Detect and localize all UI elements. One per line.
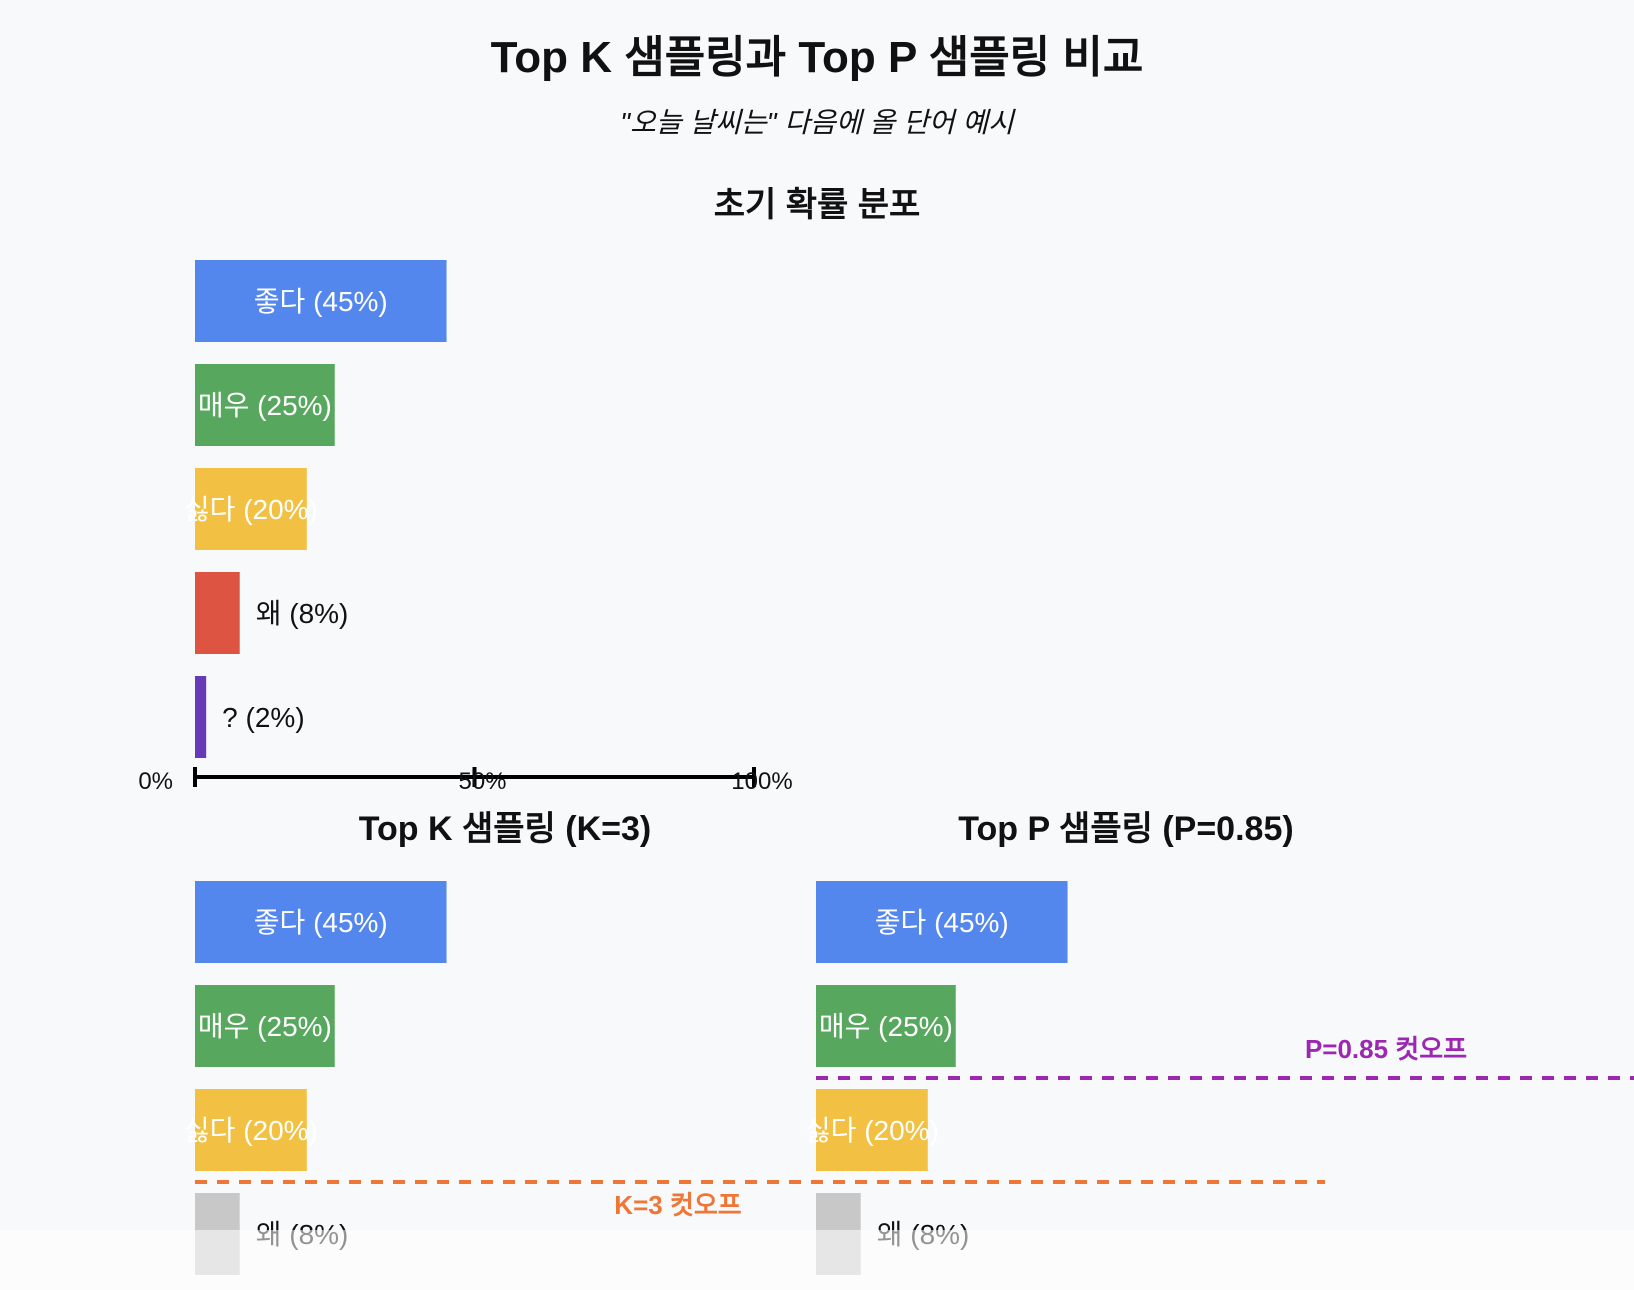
bar-매우 bbox=[195, 364, 335, 446]
p-cutoff-label: P=0.85 컷오프 bbox=[1305, 1034, 1467, 1064]
bar-매우 bbox=[816, 985, 956, 1067]
bar-좋다 bbox=[195, 260, 447, 342]
bar-왜 bbox=[195, 572, 240, 654]
bar-좋다 bbox=[816, 881, 1068, 963]
data-label: 왜 (8%) bbox=[256, 598, 349, 629]
x-tick-label: 50% bbox=[458, 768, 506, 795]
bar-? bbox=[195, 676, 207, 758]
data-label: 좋다 (45%) bbox=[875, 907, 1009, 938]
bar-싫다 bbox=[195, 468, 307, 550]
data-label: 매우 (25%) bbox=[819, 1011, 953, 1042]
chart-title: Top K 샘플링과 Top P 샘플링 비교 bbox=[491, 33, 1144, 82]
x-tick-label: 0% bbox=[138, 768, 173, 795]
data-label: 매우 (25%) bbox=[198, 1011, 332, 1042]
top-p-panel: Top P 샘플링 (P=0.85) 좋다 (45%) 매우 (25%) 싫다 (20… bbox=[805, 810, 1634, 1275]
chart-subtitle: "오늘 날씨는" 다음에 올 단어 예시 bbox=[620, 107, 1016, 138]
data-label: ? (2%) bbox=[222, 702, 304, 733]
data-label: 싫다 (20%) bbox=[184, 494, 318, 525]
x-tick-label: 100% bbox=[731, 768, 792, 795]
data-label: 싫다 (20%) bbox=[805, 1115, 939, 1146]
bar-싫다 bbox=[195, 1089, 307, 1171]
panel-title: Top P 샘플링 (P=0.85) bbox=[958, 810, 1293, 848]
bottom-fade-overlay bbox=[0, 1230, 1634, 1290]
data-label: 좋다 (45%) bbox=[254, 907, 388, 938]
k-cutoff-label: K=3 컷오프 bbox=[614, 1190, 741, 1220]
panel-title: Top K 샘플링 (K=3) bbox=[359, 810, 651, 848]
data-label: 좋다 (45%) bbox=[254, 286, 388, 317]
bar-좋다 bbox=[195, 881, 447, 963]
bar-매우 bbox=[195, 985, 335, 1067]
data-label: 싫다 (20%) bbox=[184, 1115, 318, 1146]
panel-title: 초기 확률 분포 bbox=[714, 186, 921, 224]
bar-싫다 bbox=[816, 1089, 928, 1171]
top-k-panel: Top K 샘플링 (K=3)좋다 (45%)매우 (25%)싫다 (20%)왜… bbox=[184, 810, 1325, 1275]
data-label: 매우 (25%) bbox=[198, 390, 332, 421]
